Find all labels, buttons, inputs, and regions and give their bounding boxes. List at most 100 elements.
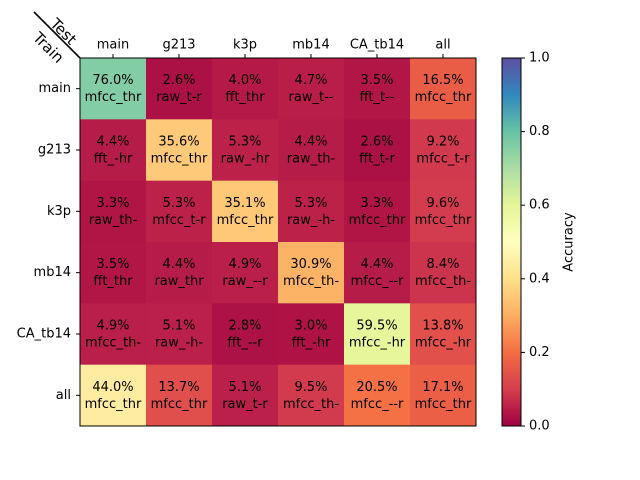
heatmap-cell bbox=[80, 242, 147, 304]
cell-accuracy-label: 3.5% bbox=[96, 257, 129, 272]
cell-method-label: fft_thr bbox=[225, 90, 265, 105]
heatmap-cells bbox=[80, 58, 477, 427]
column-tick-label: mb14 bbox=[292, 38, 329, 53]
heatmap-cell bbox=[344, 242, 411, 304]
cell-method-label: mfcc_thr bbox=[85, 397, 142, 412]
heatmap-cell bbox=[146, 303, 213, 366]
cell-method-label: mfcc_-hr bbox=[415, 336, 472, 351]
cell-method-label: mfcc_thr bbox=[349, 213, 406, 228]
heatmap-cell bbox=[212, 119, 279, 182]
cell-accuracy-label: 17.1% bbox=[422, 380, 463, 395]
cell-accuracy-label: 8.4% bbox=[426, 257, 459, 272]
colorbar-tick-label: 1.0 bbox=[529, 51, 550, 66]
row-tick-label: mb14 bbox=[34, 265, 71, 280]
heatmap-cell bbox=[344, 180, 411, 243]
column-tick-label: g213 bbox=[162, 38, 195, 53]
column-tick-label: CA_tb14 bbox=[350, 38, 404, 53]
row-tick-label: all bbox=[56, 388, 71, 403]
cell-method-label: mfcc_thr bbox=[415, 213, 472, 228]
heatmap-cell bbox=[278, 58, 345, 120]
heatmap-frame bbox=[79, 57, 477, 427]
column-tick-label: main bbox=[97, 38, 129, 53]
cell-method-label: raw_-h- bbox=[155, 336, 203, 351]
cell-method-label: mfcc_thr bbox=[217, 213, 274, 228]
cell-accuracy-label: 5.3% bbox=[162, 196, 195, 211]
cell-method-label: raw_t-r bbox=[156, 90, 202, 105]
cell-method-label: fft_thr bbox=[93, 274, 133, 289]
cell-accuracy-label: 5.1% bbox=[162, 319, 195, 334]
heatmap-cell bbox=[410, 303, 477, 366]
cell-accuracy-label: 4.4% bbox=[162, 257, 195, 272]
cell-accuracy-label: 5.3% bbox=[294, 196, 327, 211]
cell-method-label: mfcc_thr bbox=[151, 152, 208, 167]
heatmap-cell bbox=[212, 303, 279, 366]
cell-accuracy-label: 5.3% bbox=[228, 135, 261, 150]
heatmap-cell-labels: 76.0% mfcc_thr 2.6% raw_t-r 4.0% fft_thr 4.7% r… bbox=[85, 73, 472, 412]
cell-method-label: mfcc_thr bbox=[151, 397, 208, 412]
heatmap-cell bbox=[212, 180, 279, 243]
cell-accuracy-label: 35.6% bbox=[158, 135, 199, 150]
cell-method-label: raw_t-r bbox=[222, 397, 268, 412]
cell-method-label: mfcc_th- bbox=[415, 274, 471, 289]
heatmap-cell bbox=[278, 180, 345, 243]
cell-method-label: mfcc_thr bbox=[415, 397, 472, 412]
heatmap-cell bbox=[410, 58, 477, 120]
cell-method-label: mfcc_thr bbox=[415, 90, 472, 105]
row-tick-label: k3p bbox=[47, 204, 71, 219]
colorbar-tick-label: 0.6 bbox=[529, 198, 550, 213]
heatmap-cell bbox=[278, 364, 345, 427]
cell-method-label: fft_-hr bbox=[94, 152, 133, 167]
heatmap-cell bbox=[278, 242, 345, 304]
cell-method-label: mfcc_--r bbox=[351, 274, 404, 289]
cell-accuracy-label: 4.0% bbox=[228, 73, 261, 88]
row-tick-label: g213 bbox=[38, 143, 71, 158]
cell-accuracy-label: 44.0% bbox=[92, 380, 133, 395]
cell-method-label: mfcc_thr bbox=[85, 90, 142, 105]
cell-method-label: mfcc_th- bbox=[283, 274, 339, 289]
column-tick-label: all bbox=[435, 38, 450, 53]
cell-accuracy-label: 16.5% bbox=[422, 73, 463, 88]
corner-diagonal bbox=[33, 11, 81, 59]
heatmap-cell bbox=[410, 180, 477, 243]
heatmap-cell bbox=[80, 303, 147, 366]
cell-method-label: mfcc_t-r bbox=[152, 213, 206, 228]
heatmap-cell bbox=[344, 364, 411, 427]
cell-accuracy-label: 3.5% bbox=[360, 73, 393, 88]
cell-method-label: fft_--r bbox=[227, 336, 263, 351]
cell-method-label: raw_-hr bbox=[221, 152, 270, 167]
heatmap-cell bbox=[278, 303, 345, 366]
heatmap-cell bbox=[410, 364, 477, 427]
cell-accuracy-label: 9.2% bbox=[426, 135, 459, 150]
cell-method-label: raw_th- bbox=[89, 213, 138, 228]
heatmap-cell bbox=[410, 242, 477, 304]
cell-accuracy-label: 2.6% bbox=[360, 135, 393, 150]
heatmap-cell bbox=[80, 180, 147, 243]
colorbar-tick-label: 0.2 bbox=[529, 345, 550, 360]
heatmap-cell bbox=[212, 364, 279, 427]
column-tick-labels: main g213 k3p mb14 CA_tb14 all bbox=[97, 38, 451, 58]
heatmap-cell bbox=[344, 119, 411, 182]
cell-method-label: raw_thr bbox=[154, 274, 204, 289]
cell-accuracy-label: 4.9% bbox=[96, 319, 129, 334]
cell-method-label: mfcc_th- bbox=[85, 336, 141, 351]
cell-accuracy-label: 30.9% bbox=[290, 257, 331, 272]
cell-accuracy-label: 4.4% bbox=[294, 135, 327, 150]
cell-accuracy-label: 3.3% bbox=[96, 196, 129, 211]
heatmap-cell bbox=[146, 364, 213, 427]
row-tick-label: CA_tb14 bbox=[17, 327, 71, 342]
cell-method-label: raw_-h- bbox=[287, 213, 335, 228]
cell-accuracy-label: 9.6% bbox=[426, 196, 459, 211]
heatmap-cell bbox=[146, 58, 213, 120]
cell-method-label: mfcc_-hr bbox=[349, 336, 406, 351]
cell-accuracy-label: 9.5% bbox=[294, 380, 327, 395]
colorbar-ticks: 0.0 0.2 0.4 0.6 0.8 1.0 bbox=[521, 51, 550, 434]
cell-method-label: fft_-hr bbox=[292, 336, 331, 351]
cell-accuracy-label: 5.1% bbox=[228, 380, 261, 395]
colorbar-tick-label: 0.8 bbox=[529, 124, 550, 139]
cell-method-label: mfcc_--r bbox=[351, 397, 404, 412]
cell-accuracy-label: 76.0% bbox=[92, 73, 133, 88]
cell-accuracy-label: 3.3% bbox=[360, 196, 393, 211]
cell-accuracy-label: 13.8% bbox=[422, 319, 463, 334]
cell-method-label: fft_t-r bbox=[359, 152, 395, 167]
